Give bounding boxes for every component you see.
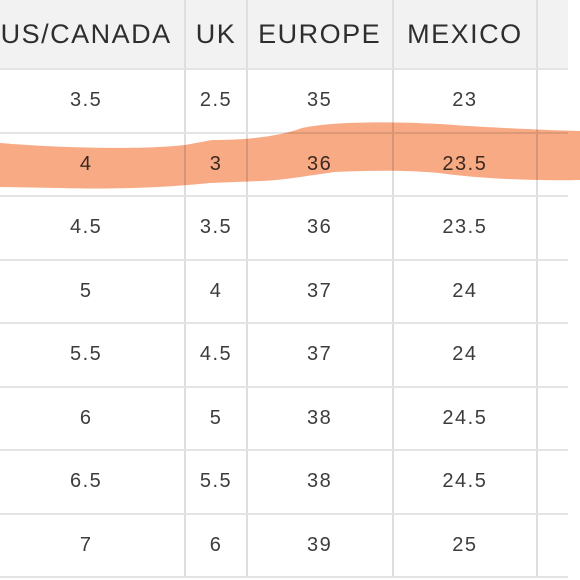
cell-uk: 5.5 <box>186 451 248 515</box>
cell-mexico: 23 <box>393 70 539 134</box>
table-row: 5 4 37 24 <box>0 260 568 324</box>
cell-us-canada: 7 <box>0 514 187 578</box>
cell-europe: 38 <box>247 387 394 451</box>
cell-mexico: 23.5 <box>393 197 539 261</box>
header-europe: EUROPE <box>247 0 394 70</box>
cell-us-canada: 4.5 <box>0 197 187 261</box>
cell-europe: 37 <box>247 324 394 388</box>
cell-europe: 38 <box>247 451 394 515</box>
cell-mexico: 23.5 <box>393 133 539 197</box>
table-row: 4.5 3.5 36 23.5 <box>0 197 568 261</box>
cell-uk: 4.5 <box>186 324 248 388</box>
cell-uk: 6 <box>186 514 248 578</box>
cell-cutoff <box>538 515 568 578</box>
cell-uk: 3.5 <box>186 197 248 261</box>
header-row: US/CANADA UK EUROPE MEXICO <box>0 0 568 70</box>
cell-cutoff <box>538 324 568 388</box>
header-us-canada: US/CANADA <box>0 0 187 70</box>
cell-cutoff <box>538 388 568 451</box>
cell-us-canada: 4 <box>0 133 187 197</box>
cell-cutoff <box>538 70 568 134</box>
cell-us-canada: 5 <box>0 260 187 324</box>
cell-europe: 35 <box>247 70 394 134</box>
cell-europe: 36 <box>247 197 394 261</box>
table-row: 6 5 38 24.5 <box>0 387 568 451</box>
cell-uk: 2.5 <box>186 70 248 134</box>
cell-europe: 36 <box>247 133 394 197</box>
cell-us-canada: 6 <box>0 387 187 451</box>
cell-uk: 4 <box>186 260 248 324</box>
cell-cutoff <box>538 197 568 261</box>
cell-mexico: 24 <box>393 260 539 324</box>
cell-mexico: 24 <box>393 324 539 388</box>
cell-cutoff <box>538 261 568 324</box>
table-row: 7 6 39 25 <box>0 514 568 578</box>
shoe-size-conversion-table: US/CANADA UK EUROPE MEXICO 3.5 2.5 35 23… <box>0 0 568 578</box>
cell-mexico: 24.5 <box>393 451 539 515</box>
table-row: 3.5 2.5 35 23 <box>0 70 568 134</box>
cell-us-canada: 6.5 <box>0 451 187 515</box>
cell-uk: 3 <box>186 133 248 197</box>
header-mexico: MEXICO <box>393 0 539 70</box>
cell-uk: 5 <box>186 387 248 451</box>
table-row-highlighted: 4 3 36 23.5 <box>0 133 568 197</box>
header-uk: UK <box>186 0 248 70</box>
cell-europe: 37 <box>247 260 394 324</box>
cell-mexico: 25 <box>393 514 539 578</box>
table-row: 6.5 5.5 38 24.5 <box>0 451 568 515</box>
cell-europe: 39 <box>247 514 394 578</box>
cell-us-canada: 5.5 <box>0 324 187 388</box>
cell-us-canada: 3.5 <box>0 70 187 134</box>
cell-cutoff <box>538 134 568 197</box>
cell-cutoff <box>538 451 568 515</box>
cell-mexico: 24.5 <box>393 387 539 451</box>
table-row: 5.5 4.5 37 24 <box>0 324 568 388</box>
header-cutoff-cell <box>538 0 568 70</box>
